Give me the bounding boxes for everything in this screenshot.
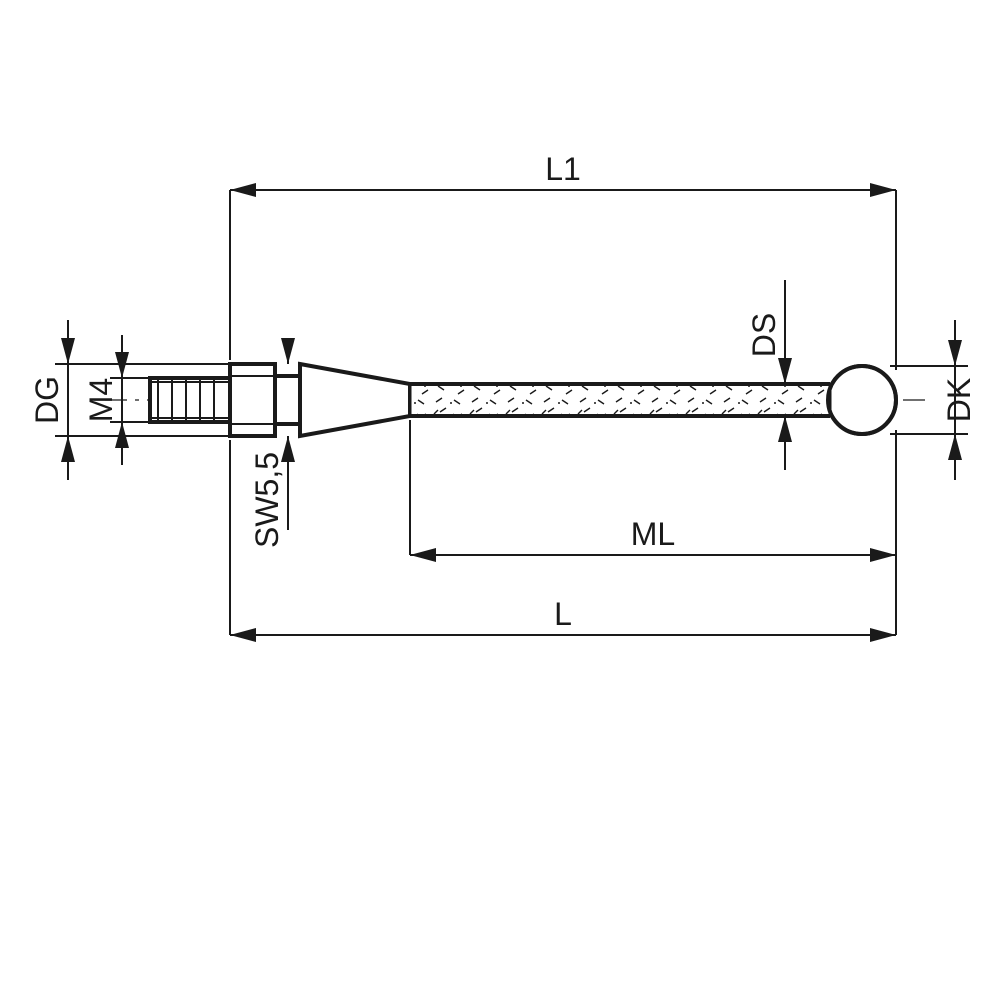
dim-L: L — [230, 440, 896, 642]
taper — [300, 364, 410, 436]
dim-M4: M4 — [83, 335, 150, 465]
label-ML: ML — [631, 516, 675, 552]
label-L1: L1 — [545, 151, 581, 187]
label-SW: SW5,5 — [249, 452, 285, 548]
label-DS: DS — [746, 313, 782, 357]
technical-drawing: L1 DS ML L — [0, 0, 1000, 1000]
hex-body — [230, 364, 275, 436]
label-DK: DK — [941, 378, 977, 422]
label-L: L — [554, 596, 572, 632]
dim-ML: ML — [410, 420, 896, 562]
label-DG: DG — [29, 376, 65, 424]
label-M4: M4 — [83, 378, 119, 422]
dim-DS: DS — [746, 280, 792, 470]
dim-L1: L1 — [230, 151, 896, 370]
neck — [275, 376, 300, 424]
thread — [150, 378, 230, 422]
